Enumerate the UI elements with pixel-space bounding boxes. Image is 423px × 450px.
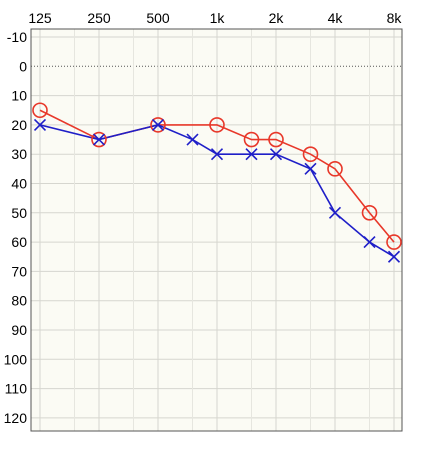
- x-marker-stroke: [186, 133, 199, 146]
- x-marker-stroke: [92, 133, 106, 146]
- series-markers-layer: [32, 102, 402, 263]
- y-tick-label: 110: [5, 381, 28, 397]
- y-tick-label: 10: [11, 88, 27, 104]
- y-tick-label: 120: [4, 410, 28, 426]
- y-tick-label: 50: [11, 205, 27, 221]
- y-tick-label: 80: [11, 293, 27, 309]
- grid-layer: [30, 28, 403, 432]
- x-marker: [92, 133, 106, 146]
- circle-marker: [361, 205, 378, 221]
- circle-marker: [268, 131, 284, 148]
- x-marker-stroke: [304, 162, 317, 175]
- x-marker: [186, 133, 199, 146]
- y-tick-label: 70: [11, 263, 27, 279]
- y-tick-label: 20: [11, 117, 27, 133]
- circle-marker: [386, 234, 402, 250]
- x-marker-stroke: [363, 236, 376, 249]
- tick-labels-layer: -10 0 10 20 30 40 50 60 70 80 90 100 110 120 125 250 500…: [4, 10, 403, 426]
- x-marker: [245, 148, 258, 161]
- y-tick-label: 60: [11, 234, 27, 250]
- x-marker: [269, 148, 283, 161]
- x-tick-label: 2k: [269, 10, 285, 26]
- x-marker-stroke: [269, 148, 283, 161]
- circle-marker: [302, 146, 319, 162]
- x-marker-stroke: [151, 118, 165, 131]
- x-marker: [387, 250, 401, 263]
- x-marker: [33, 118, 47, 131]
- x-tick-label: 4k: [328, 10, 344, 26]
- x-marker-stroke: [245, 148, 258, 161]
- x-tick-label: 125: [28, 10, 52, 26]
- x-marker-stroke: [328, 206, 342, 219]
- x-marker-stroke: [387, 250, 401, 263]
- x-marker-stroke: [210, 148, 224, 161]
- circle-marker: [91, 131, 107, 148]
- x-marker: [304, 162, 317, 175]
- y-tick-label: 100: [4, 351, 28, 367]
- x-tick-label: 250: [87, 10, 111, 26]
- x-marker: [328, 206, 342, 219]
- y-tick-label: 0: [19, 58, 27, 74]
- circle-marker: [209, 117, 225, 133]
- y-tick-label: -10: [7, 29, 27, 45]
- x-tick-label: 500: [146, 10, 170, 26]
- y-tick-label: 90: [11, 322, 27, 338]
- y-tick-label: 30: [11, 146, 27, 162]
- x-tick-label: 1k: [210, 10, 226, 26]
- x-marker-stroke: [33, 118, 47, 131]
- y-tick-label: 40: [11, 176, 27, 192]
- x-tick-label: 8k: [387, 10, 403, 26]
- x-marker: [363, 236, 376, 249]
- x-marker: [210, 148, 224, 161]
- circle-marker: [32, 102, 48, 119]
- circle-marker: [327, 161, 343, 177]
- x-marker: [151, 118, 165, 131]
- circle-marker: [243, 131, 260, 148]
- plot-frame: [30, 28, 403, 432]
- circle-marker: [150, 117, 166, 133]
